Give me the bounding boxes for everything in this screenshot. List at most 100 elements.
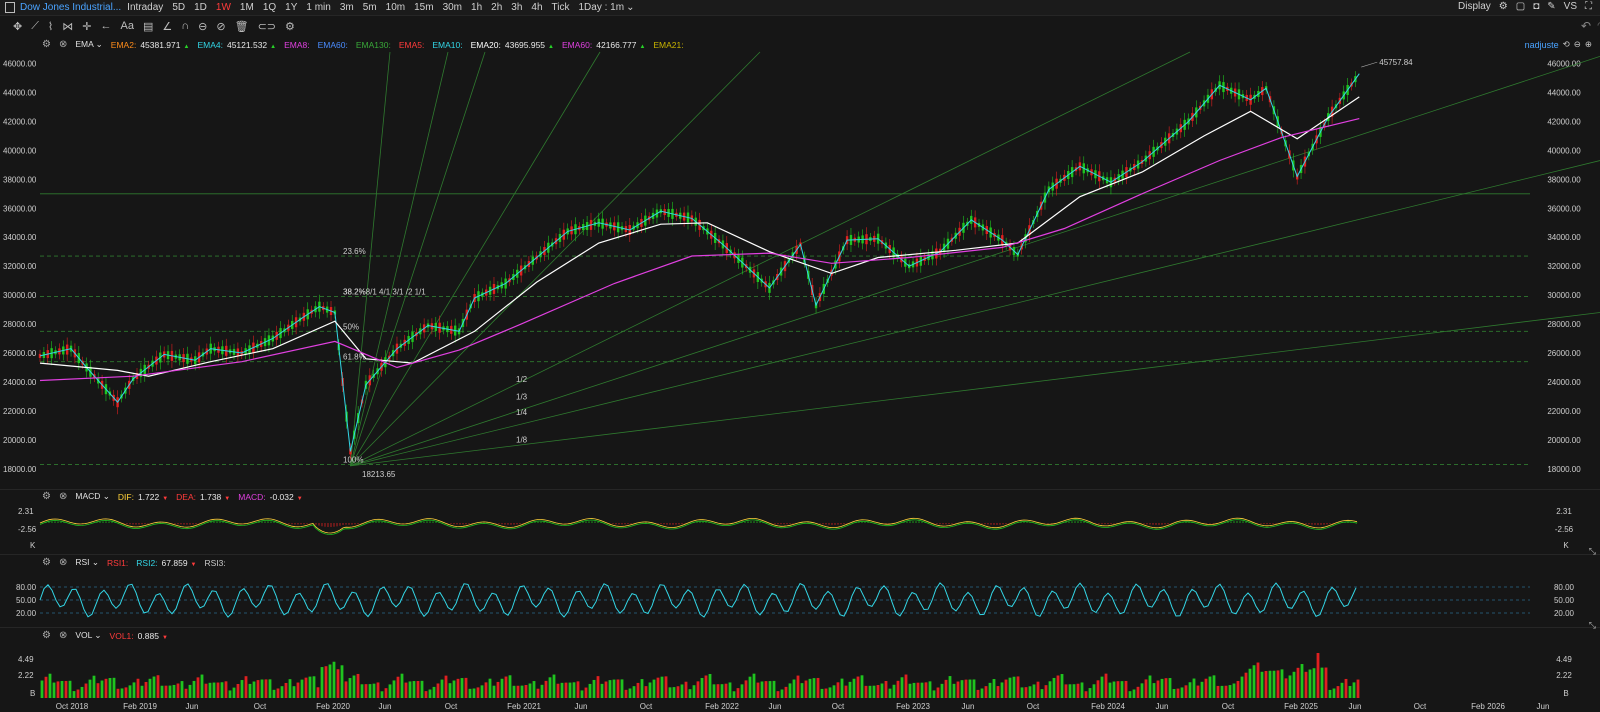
camera-icon[interactable]: ◘ bbox=[1533, 1, 1540, 12]
tab-timeframe-12[interactable]: 30m bbox=[442, 2, 463, 13]
volume-bar bbox=[256, 680, 260, 698]
volume-bar bbox=[664, 676, 668, 698]
hide-icon[interactable]: ⊘ bbox=[216, 20, 226, 33]
tab-timeframe-0[interactable]: Intraday bbox=[127, 2, 164, 13]
ruler-icon[interactable]: ∠ bbox=[162, 20, 173, 33]
volume-bar bbox=[1192, 678, 1196, 698]
indicator-close-icon[interactable]: ⊗ bbox=[58, 630, 68, 641]
volume-bar bbox=[928, 681, 932, 698]
indicator-name[interactable]: EMA ⌄ bbox=[75, 39, 103, 49]
fullscreen-icon[interactable]: ⛶ bbox=[1585, 1, 1592, 12]
volume-bar bbox=[1336, 686, 1340, 698]
volume-bar bbox=[880, 683, 884, 698]
volume-bar bbox=[1324, 667, 1328, 698]
chevron-down-icon[interactable]: ⌄ bbox=[626, 2, 635, 13]
indicator-close-icon[interactable]: ⊗ bbox=[58, 491, 68, 502]
volume-bar bbox=[228, 690, 232, 698]
sidebar-toggle-icon[interactable] bbox=[5, 2, 15, 13]
indicator-settings-icon[interactable]: ⚙ bbox=[42, 630, 51, 641]
volume-bar bbox=[1308, 669, 1312, 698]
tab-timeframe-11[interactable]: 15m bbox=[414, 2, 434, 13]
volume-bar bbox=[100, 680, 104, 698]
price-tick-left: 36000.00 bbox=[3, 204, 37, 213]
symbol-title[interactable]: Dow Jones Industrial... bbox=[20, 2, 122, 13]
volume-bar bbox=[848, 681, 852, 698]
nadjuste-label[interactable]: nadjuste bbox=[1524, 39, 1559, 50]
tab-timeframe-5[interactable]: 1Q bbox=[262, 2, 277, 13]
top-bar: Dow Jones Industrial... Intraday 5D 1D 1W 1M… bbox=[0, 0, 1600, 16]
pencil-icon[interactable]: ✎ bbox=[1547, 1, 1556, 12]
volume-bar bbox=[200, 674, 204, 698]
volume-bar bbox=[572, 682, 576, 698]
trash-icon[interactable]: 🗑 bbox=[234, 20, 249, 33]
volume-bar bbox=[748, 676, 752, 698]
magnet-icon[interactable]: ∩ bbox=[181, 20, 190, 32]
display-button[interactable]: Display bbox=[1458, 1, 1491, 12]
indicator-name[interactable]: VOL ⌄ bbox=[75, 630, 102, 640]
settings-gear-icon[interactable]: ⚙ bbox=[1498, 1, 1508, 12]
tab-timeframe-14[interactable]: 2h bbox=[491, 2, 503, 13]
tab-timeframe-1[interactable]: 5D bbox=[172, 2, 186, 13]
indicator-settings-icon[interactable]: ⚙ bbox=[42, 39, 51, 50]
vol-tick-left: 4.49 bbox=[18, 655, 34, 664]
arrow-tool-icon[interactable]: ← bbox=[100, 20, 112, 32]
volume-bar bbox=[1212, 675, 1216, 698]
indicator-name[interactable]: MACD ⌄ bbox=[75, 491, 110, 501]
reset-icon[interactable]: ⟲ bbox=[1562, 39, 1570, 49]
interval-select[interactable]: 1Day : 1m bbox=[578, 2, 625, 13]
volume-bar bbox=[560, 682, 564, 698]
note-icon[interactable]: ▤ bbox=[142, 20, 154, 33]
tab-timeframe-15[interactable]: 3h bbox=[511, 2, 523, 13]
rsi-tick-left: 20.00 bbox=[16, 609, 37, 618]
tab-timeframe-6[interactable]: 1Y bbox=[285, 2, 298, 13]
expand-icon[interactable]: ⤡ bbox=[1588, 620, 1596, 630]
tab-timeframe-13[interactable]: 1h bbox=[471, 2, 483, 13]
tab-timeframe-8[interactable]: 3m bbox=[339, 2, 354, 13]
volume-bar bbox=[1348, 685, 1352, 698]
fib-tool-icon[interactable]: ✛ bbox=[82, 20, 92, 33]
zoom-out-icon[interactable]: ⊖ bbox=[1573, 39, 1581, 49]
tab-timeframe-4[interactable]: 1M bbox=[239, 2, 254, 13]
layout-icon[interactable]: ▢ bbox=[1515, 1, 1526, 12]
link-icon[interactable]: ⊂⊃ bbox=[257, 20, 277, 33]
price-tick-left: 46000.00 bbox=[3, 60, 37, 69]
indicator-close-icon[interactable]: ⊗ bbox=[58, 557, 68, 568]
volume-bar bbox=[208, 682, 212, 698]
indicator-name[interactable]: RSI ⌄ bbox=[75, 557, 100, 567]
volume-bar bbox=[468, 688, 472, 698]
volume-bar bbox=[1016, 676, 1020, 698]
lock-icon[interactable]: ⊖ bbox=[198, 20, 208, 33]
indicator-settings-icon[interactable]: ⚙ bbox=[42, 557, 51, 568]
indicator-close-icon[interactable]: ⊗ bbox=[58, 39, 68, 50]
volume-bar bbox=[500, 678, 504, 698]
settings-icon[interactable]: ⚙ bbox=[285, 20, 295, 33]
pattern-tool-icon[interactable]: ⋈ bbox=[62, 20, 74, 33]
volume-bar bbox=[676, 686, 680, 698]
arrow-down-icon: ▼ bbox=[190, 561, 197, 568]
volume-bar bbox=[224, 681, 228, 698]
tab-timeframe-17[interactable]: Tick bbox=[551, 2, 570, 13]
trend-tool-icon[interactable]: ⌇ bbox=[47, 20, 54, 33]
move-icon[interactable]: ✥ bbox=[13, 20, 23, 33]
zoom-in-icon[interactable]: ⊕ bbox=[1584, 39, 1592, 49]
text-tool-icon[interactable]: Aa bbox=[120, 20, 134, 32]
tab-timeframe-2[interactable]: 1D bbox=[194, 2, 207, 13]
volume-bar bbox=[820, 688, 824, 698]
volume-bar bbox=[696, 681, 700, 698]
vs-button[interactable]: VS bbox=[1563, 1, 1577, 12]
line-tool-icon[interactable]: ⟋ bbox=[31, 19, 39, 32]
fan-line bbox=[350, 51, 486, 466]
tab-timeframe-10[interactable]: 10m bbox=[385, 2, 406, 13]
redo-icon[interactable]: ↷ bbox=[1597, 19, 1600, 33]
tab-timeframe-16[interactable]: 4h bbox=[531, 2, 543, 13]
price-tick-right: 32000.00 bbox=[1547, 262, 1581, 271]
fib-label: 38.2% bbox=[343, 288, 366, 297]
tab-timeframe-7[interactable]: 1 min bbox=[306, 2, 331, 13]
undo-icon[interactable]: ↶ bbox=[1580, 19, 1591, 33]
indicator-settings-icon[interactable]: ⚙ bbox=[42, 491, 51, 502]
tab-timeframe-9[interactable]: 5m bbox=[362, 2, 377, 13]
tab-timeframe-3[interactable]: 1W bbox=[215, 2, 231, 13]
expand-icon[interactable]: ⤡ bbox=[1588, 546, 1596, 556]
macd-bottom-label-right: K bbox=[1563, 541, 1569, 550]
